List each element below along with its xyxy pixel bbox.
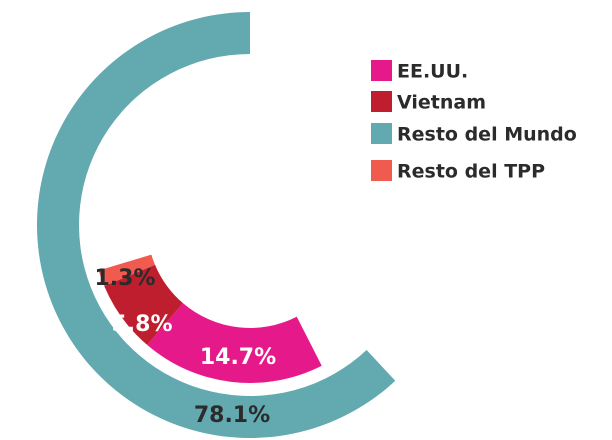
value-label: 1.3% xyxy=(94,266,155,291)
legend-label: Vietnam xyxy=(397,92,486,114)
value-label: 5.8% xyxy=(111,312,172,337)
donut-segment xyxy=(98,254,155,286)
legend-label: Resto del Mundo xyxy=(397,124,577,146)
legend-swatch xyxy=(371,160,392,181)
donut-segment xyxy=(104,264,183,345)
legend-label: Resto del TPP xyxy=(397,161,545,183)
legend-swatch xyxy=(371,123,392,144)
donut-segment xyxy=(36,12,396,438)
donut-segment xyxy=(147,303,322,383)
value-label: 78.1% xyxy=(194,403,270,428)
legend-label: EE.UU. xyxy=(397,61,468,83)
legend-swatch xyxy=(371,91,392,112)
legend-swatch xyxy=(371,60,392,81)
value-label: 14.7% xyxy=(200,345,276,370)
